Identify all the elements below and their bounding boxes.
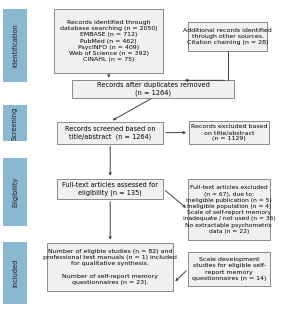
- Text: Identification: Identification: [12, 23, 18, 67]
- FancyBboxPatch shape: [3, 158, 27, 226]
- FancyBboxPatch shape: [57, 122, 163, 144]
- FancyBboxPatch shape: [3, 8, 27, 82]
- FancyBboxPatch shape: [54, 9, 163, 73]
- FancyBboxPatch shape: [188, 252, 270, 286]
- Text: Included: Included: [12, 259, 18, 287]
- Text: Full-text articles assessed for
eligibility (n = 135): Full-text articles assessed for eligibil…: [62, 182, 158, 196]
- FancyBboxPatch shape: [3, 242, 27, 304]
- Text: Scale development
studies for eligible self-
report memory
questionnaires (n = 1: Scale development studies for eligible s…: [192, 257, 266, 281]
- Text: Eligibility: Eligibility: [12, 177, 18, 207]
- FancyBboxPatch shape: [189, 121, 269, 144]
- FancyBboxPatch shape: [57, 178, 163, 199]
- Text: Records after duplicates removed
(n = 1264): Records after duplicates removed (n = 12…: [97, 82, 210, 96]
- FancyBboxPatch shape: [3, 105, 27, 141]
- Text: Records identified through
database searching (n = 2050)
EMBASE (n = 712)
PubMed: Records identified through database sear…: [60, 20, 158, 62]
- FancyBboxPatch shape: [72, 80, 234, 97]
- FancyBboxPatch shape: [188, 179, 270, 240]
- Text: Number of eligible studies (n = 82) and
professional test manuals (n = 1) includ: Number of eligible studies (n = 82) and …: [43, 249, 177, 285]
- FancyBboxPatch shape: [188, 22, 267, 51]
- Text: Additional records identified
through other sources.
Citation chaining (n = 28): Additional records identified through ot…: [183, 28, 272, 45]
- Text: Records screened based on
title/abstract  (n = 1264): Records screened based on title/abstract…: [65, 126, 156, 139]
- Text: Records excluded based
on title/abstract
(n = 1129): Records excluded based on title/abstract…: [191, 124, 267, 141]
- Text: Screening: Screening: [12, 107, 18, 140]
- FancyBboxPatch shape: [47, 243, 173, 291]
- Text: Full-text articles excluded
(n = 67), due to:
Ineligible publication (n = 5)
Ine: Full-text articles excluded (n = 67), du…: [183, 185, 275, 234]
